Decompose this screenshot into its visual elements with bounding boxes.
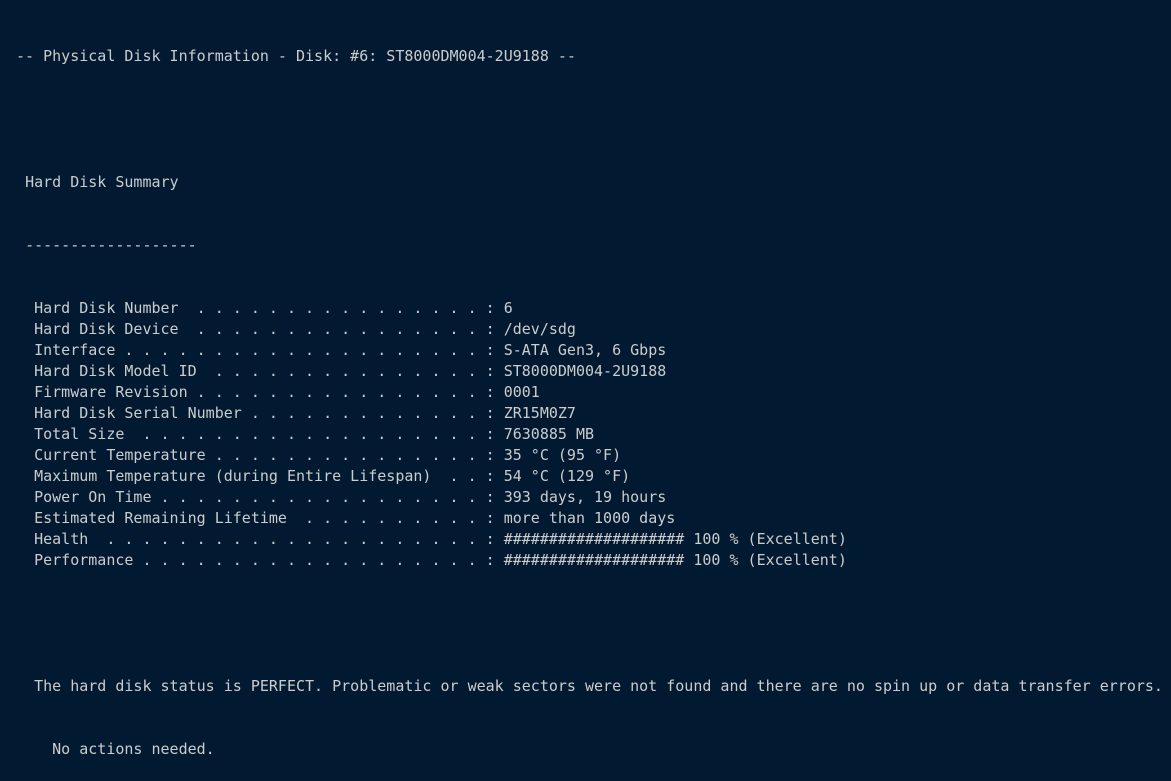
row-label: Estimated Remaining Lifetime (34, 509, 287, 527)
status-message-line-2: No actions needed. (7, 739, 1163, 760)
status-text-1: The hard disk status is PERFECT. Problem… (34, 677, 1163, 695)
row-indent (7, 299, 34, 317)
summary-row: Hard Disk Serial Number . . . . . . . . … (7, 403, 1163, 424)
row-label: Hard Disk Number (34, 299, 179, 317)
section-rule-text: ------------------- (25, 236, 197, 254)
summary-row: Performance . . . . . . . . . . . . . . … (7, 550, 1163, 571)
row-value: 7630885 MB (503, 425, 595, 443)
terminal-output: -- Physical Disk Information - Disk: #6:… (7, 4, 1163, 781)
status-text-2: No actions needed. (52, 740, 215, 758)
status-message-line-1: The hard disk status is PERFECT. Problem… (7, 676, 1163, 697)
dot-leader: . . . . . . . . . . . . . . . . : (178, 299, 504, 317)
row-indent (7, 446, 34, 464)
section-title: Hard Disk Summary (7, 172, 1163, 193)
dot-leader: . . . . . . . . . . . . . . . . . . . : (124, 425, 504, 443)
row-label: Hard Disk Model ID (34, 362, 197, 380)
row-value: 6 (503, 299, 513, 317)
status-pad (7, 677, 34, 695)
row-value: #################### 100 % (Excellent) (503, 551, 847, 569)
summary-row: Power On Time . . . . . . . . . . . . . … (7, 487, 1163, 508)
row-indent (7, 383, 34, 401)
row-label: Power On Time (34, 488, 152, 506)
row-indent (7, 341, 34, 359)
section-title-text: Hard Disk Summary (25, 173, 179, 191)
row-value: ZR15M0Z7 (503, 404, 576, 422)
row-label: Firmware Revision (34, 383, 188, 401)
row-label: Hard Disk Serial Number (34, 404, 242, 422)
row-label: Performance (34, 551, 134, 569)
section-pad (7, 173, 25, 191)
blank-line (7, 109, 1163, 130)
row-value: ST8000DM004-2U9188 (503, 362, 667, 380)
row-indent (7, 425, 34, 443)
row-label: Hard Disk Device (34, 320, 179, 338)
dot-leader: . . . . . . . . . . . . . . . . : (187, 383, 504, 401)
summary-row: Current Temperature . . . . . . . . . . … (7, 445, 1163, 466)
blank-line (7, 613, 1163, 634)
dot-leader: . . . . . . . . . . . . . . . : (205, 446, 504, 464)
header-pad (7, 47, 16, 65)
summary-rows: Hard Disk Number . . . . . . . . . . . .… (7, 298, 1163, 571)
row-label: Total Size (34, 425, 125, 443)
summary-row: Interface . . . . . . . . . . . . . . . … (7, 340, 1163, 361)
row-indent (7, 404, 34, 422)
summary-row: Health . . . . . . . . . . . . . . . . .… (7, 529, 1163, 550)
row-indent (7, 509, 34, 527)
row-indent (7, 320, 34, 338)
row-value: more than 1000 days (503, 509, 676, 527)
row-indent (7, 362, 34, 380)
dot-leader: . . . . . . . . . . : (286, 509, 504, 527)
row-value: #################### 100 % (Excellent) (503, 530, 847, 548)
summary-row: Hard Disk Device . . . . . . . . . . . .… (7, 319, 1163, 340)
dot-leader: . . . . . . . . . . . . . . . . . . . . … (115, 341, 504, 359)
dot-leader: . . . . . . . . . . . . . . . : (196, 362, 504, 380)
row-label: Interface (34, 341, 116, 359)
row-label: Health (34, 530, 89, 548)
summary-row: Total Size . . . . . . . . . . . . . . .… (7, 424, 1163, 445)
dot-leader: . . . . . . . . . . . . . . . . . . . : (133, 551, 504, 569)
section-rule: ------------------- (7, 235, 1163, 256)
summary-row: Hard Disk Model ID . . . . . . . . . . .… (7, 361, 1163, 382)
row-indent (7, 530, 34, 548)
row-indent (7, 467, 34, 485)
row-label: Maximum Temperature (during Entire Lifes… (34, 467, 432, 485)
dot-leader: . . . . . . . . . . . . . . . . . . . . … (88, 530, 504, 548)
header-text: -- Physical Disk Information - Disk: #6:… (16, 47, 576, 65)
disk-info-header: -- Physical Disk Information - Disk: #6:… (7, 46, 1163, 67)
row-indent (7, 551, 34, 569)
dot-leader: . . . . . . . . . . . . . . . . . . : (151, 488, 504, 506)
row-value: 54 °C (129 °F) (503, 467, 631, 485)
dot-leader: . . . . . . . . . . . . . : (241, 404, 504, 422)
row-value: /dev/sdg (503, 320, 576, 338)
dot-leader: . . : (431, 467, 504, 485)
summary-row: Hard Disk Number . . . . . . . . . . . .… (7, 298, 1163, 319)
summary-row: Firmware Revision . . . . . . . . . . . … (7, 382, 1163, 403)
row-label: Current Temperature (34, 446, 206, 464)
dot-leader: . . . . . . . . . . . . . . . . : (178, 320, 504, 338)
row-value: 0001 (503, 383, 540, 401)
row-value: S-ATA Gen3, 6 Gbps (503, 341, 667, 359)
row-value: 35 °C (95 °F) (503, 446, 622, 464)
summary-row: Maximum Temperature (during Entire Lifes… (7, 466, 1163, 487)
rule-pad (7, 236, 25, 254)
row-indent (7, 488, 34, 506)
summary-row: Estimated Remaining Lifetime . . . . . .… (7, 508, 1163, 529)
status-pad (7, 740, 52, 758)
row-value: 393 days, 19 hours (503, 488, 667, 506)
